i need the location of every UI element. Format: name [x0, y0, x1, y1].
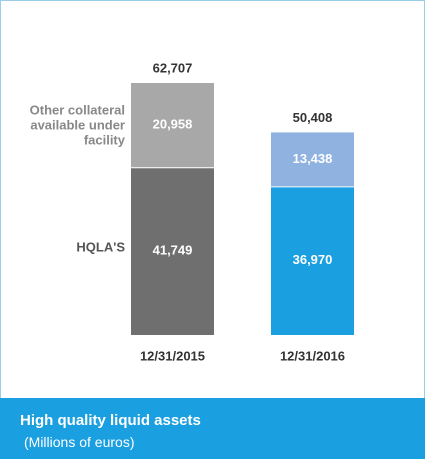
data-label: 36,970	[293, 252, 333, 267]
x-tick-label: 12/31/2016	[280, 348, 345, 363]
bar-segment	[271, 186, 354, 335]
data-label: 41,749	[153, 243, 193, 258]
series-label: HQLA'S	[76, 239, 125, 255]
x-tick-label: 12/31/2015	[140, 348, 205, 363]
series-label: Other collateral available under facilit…	[29, 102, 125, 148]
chart-title: High quality liquid assets	[20, 412, 201, 429]
chart-subtitle: (Millions of euros)	[24, 434, 135, 450]
bar-segment	[131, 167, 214, 335]
data-label: 13,438	[293, 151, 333, 166]
banner: High quality liquid assets (Millions of …	[0, 398, 425, 459]
bar-segment	[131, 83, 214, 168]
bar-segment	[271, 132, 354, 187]
data-label: 20,958	[153, 117, 193, 132]
total-label: 50,408	[293, 110, 333, 125]
total-label: 62,707	[153, 60, 193, 75]
